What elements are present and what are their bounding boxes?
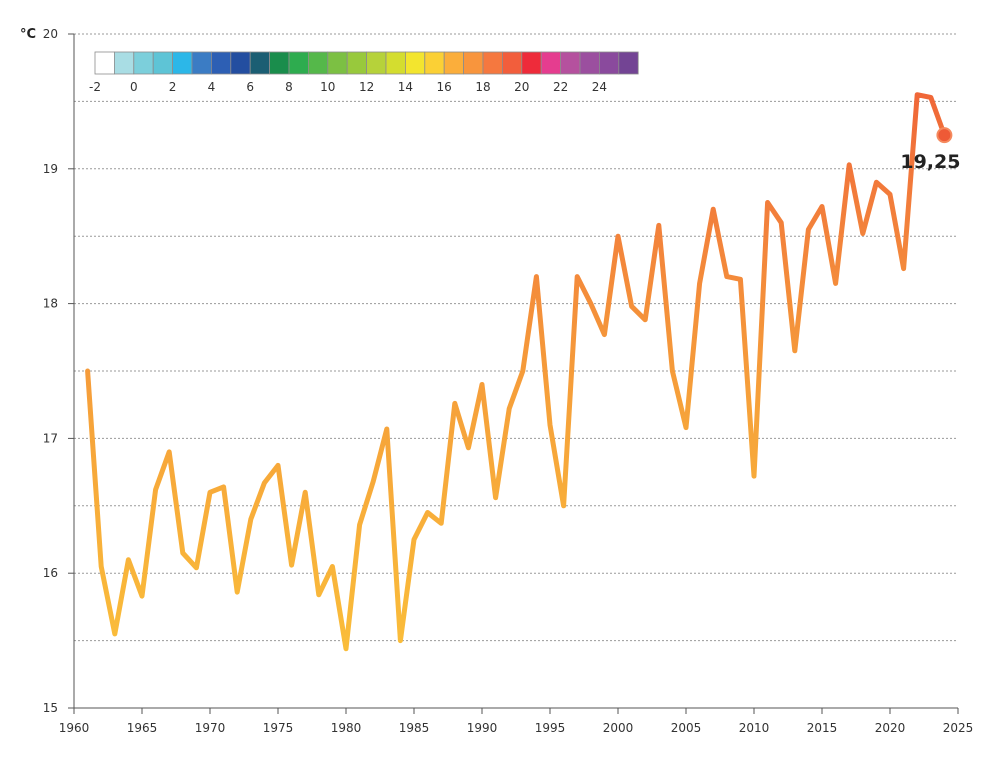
x-tick-label: 2015 <box>807 721 838 735</box>
x-tick-label: 1985 <box>399 721 430 735</box>
color-scale-label: 22 <box>553 80 568 94</box>
color-scale-swatch <box>463 51 484 75</box>
x-tick-label: 2010 <box>739 721 770 735</box>
color-scale-label: 16 <box>437 80 452 94</box>
end-point-marker <box>936 127 953 144</box>
color-scale-swatch <box>114 51 135 75</box>
y-axis-ticks: 15 16 17 18 19 20 <box>43 27 74 715</box>
series-line <box>85 92 947 652</box>
color-scale-swatch <box>443 51 465 75</box>
color-scale-swatch <box>152 51 173 75</box>
color-scale-swatch <box>501 51 523 75</box>
y-tick-label: 15 <box>43 701 58 715</box>
y-axis-unit: °C <box>20 27 36 42</box>
color-scale-label: 20 <box>514 80 529 94</box>
x-tick-label: 1995 <box>535 721 566 735</box>
y-tick-label: 16 <box>43 566 58 580</box>
color-scale-swatch <box>307 51 329 75</box>
color-scale-swatch <box>385 51 406 75</box>
color-scale-swatch <box>210 51 232 75</box>
color-scale-swatch <box>249 51 270 75</box>
color-scale-label: 6 <box>246 80 254 94</box>
color-scale-swatch <box>133 51 154 75</box>
color-scale-label: 4 <box>208 80 216 94</box>
grid-lines <box>74 33 958 642</box>
color-scale-swatch <box>404 51 426 75</box>
color-scale-swatch <box>482 51 503 75</box>
color-scale-label: -2 <box>89 80 101 94</box>
color-scale-swatch <box>599 51 620 75</box>
color-scale-label: 12 <box>359 80 374 94</box>
color-scale-legend: -2 0 2 4 6 8 10 12 14 16 18 20 22 24 <box>89 51 639 94</box>
color-scale-label: 18 <box>475 80 490 94</box>
color-scale-swatch <box>269 51 290 75</box>
color-scale-swatch <box>230 51 251 75</box>
color-scale-swatch <box>327 51 348 75</box>
x-tick-label: 2025 <box>943 721 974 735</box>
axes <box>73 34 958 709</box>
color-scale-swatch <box>94 51 115 75</box>
y-tick-label: 17 <box>43 431 58 445</box>
x-axis-ticks: 1960 1965 1970 1975 1980 1985 1990 1995 2000 2005… <box>59 708 974 735</box>
color-scale-swatch <box>172 51 193 75</box>
x-tick-label: 1975 <box>263 721 294 735</box>
color-scale-label: 0 <box>130 80 138 94</box>
color-scale-swatch <box>618 51 639 75</box>
color-scale-swatch <box>579 51 600 75</box>
end-value-label: 19,25 <box>900 151 960 173</box>
x-tick-label: 1990 <box>467 721 498 735</box>
x-tick-label: 2020 <box>875 721 906 735</box>
x-tick-label: 2005 <box>671 721 702 735</box>
color-scale-swatch <box>521 51 542 75</box>
color-scale-label: 14 <box>398 80 413 94</box>
color-scale-swatch <box>560 51 581 75</box>
y-tick-label: 19 <box>43 162 58 176</box>
x-tick-label: 1960 <box>59 721 90 735</box>
color-scale-label: 2 <box>169 80 177 94</box>
x-tick-label: 2000 <box>603 721 634 735</box>
color-scale-swatch <box>346 51 368 75</box>
color-scale-label: 24 <box>592 80 607 94</box>
x-tick-label: 1965 <box>127 721 158 735</box>
y-tick-label: 20 <box>43 27 58 41</box>
x-tick-label: 1970 <box>195 721 226 735</box>
color-scale-swatch <box>424 51 445 75</box>
color-scale-label: 8 <box>285 80 293 94</box>
color-scale-swatch <box>540 51 562 75</box>
y-tick-label: 18 <box>43 297 58 311</box>
color-scale-swatch <box>288 51 309 75</box>
color-scale-swatch <box>191 51 212 75</box>
x-tick-label: 1980 <box>331 721 362 735</box>
color-scale-swatch <box>366 51 387 75</box>
color-scale-label: 10 <box>320 80 335 94</box>
